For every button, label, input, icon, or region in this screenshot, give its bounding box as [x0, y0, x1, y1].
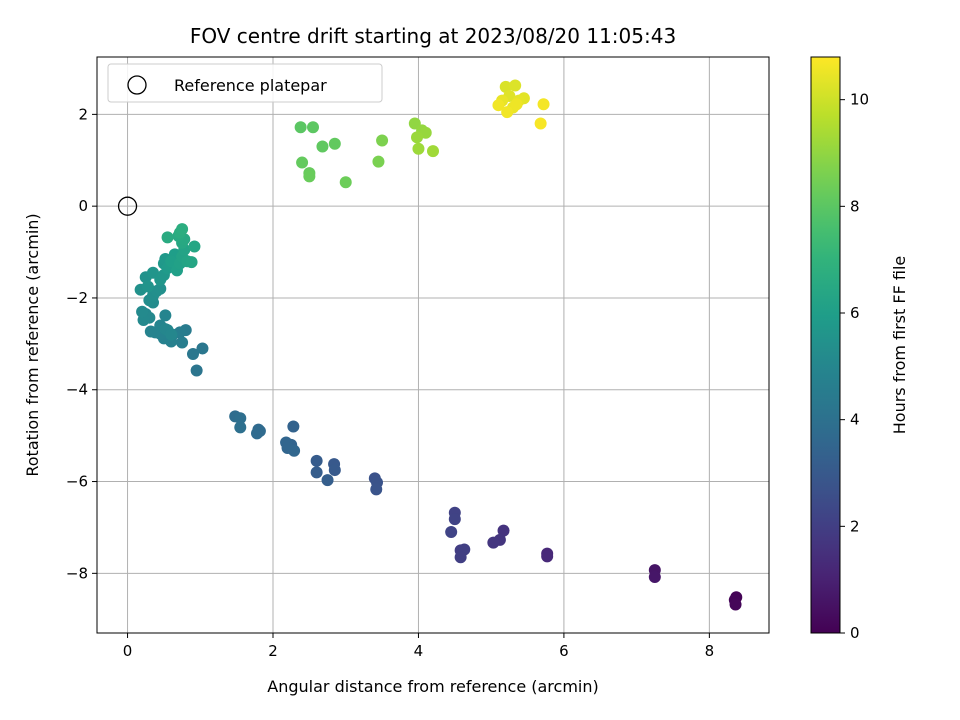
data-point [339, 176, 352, 189]
data-point [287, 420, 300, 433]
data-point [307, 121, 319, 134]
y-tick-label: 2 [78, 105, 88, 123]
data-point [328, 464, 341, 477]
legend: Reference platepar [107, 63, 383, 103]
data-point [253, 425, 266, 438]
data-point [487, 536, 500, 549]
data-point [176, 223, 189, 236]
data-point [534, 117, 547, 130]
y-tick-label: −8 [66, 564, 88, 582]
y-axis-label: Rotation from reference (arcmin) [23, 213, 42, 476]
data-point [159, 309, 172, 322]
data-point [303, 170, 316, 183]
data-point [310, 466, 323, 479]
x-tick-label: 6 [559, 642, 569, 660]
data-point [234, 412, 247, 425]
legend-marker [127, 75, 147, 95]
y-tick-label: −4 [66, 381, 88, 399]
colorbar-tick-label: 10 [850, 91, 869, 109]
data-point [161, 231, 174, 244]
data-point [310, 454, 323, 467]
data-point [492, 99, 505, 112]
legend-label: Reference platepar [174, 76, 327, 95]
colorbar-tick-label: 0 [850, 624, 860, 642]
data-point [328, 137, 341, 150]
x-axis-label: Angular distance from reference (arcmin) [267, 677, 598, 696]
colorbar [810, 56, 841, 634]
data-point [185, 256, 198, 269]
data-point [141, 280, 154, 293]
data-point [445, 526, 458, 539]
data-point [454, 551, 467, 564]
colorbar-tick-label: 8 [850, 197, 860, 215]
data-point [165, 328, 178, 341]
plot-area: 0 2 4 6 8 −8 −6 −4 −2 0 2 0 2 4 6 8 10 [66, 56, 869, 660]
data-point [144, 325, 157, 338]
data-point [427, 145, 439, 158]
data-point [196, 342, 209, 355]
colorbar-tick-label: 4 [850, 411, 860, 429]
chart-title: FOV centre drift starting at 2023/08/20 … [190, 24, 676, 48]
x-tick-label: 8 [705, 642, 715, 660]
data-point [648, 571, 661, 584]
data-point [537, 98, 550, 111]
x-tick-label: 0 [123, 642, 133, 660]
data-point [190, 364, 203, 377]
data-point [176, 336, 189, 349]
y-tick-label: 0 [78, 197, 88, 215]
data-point [188, 240, 201, 253]
data-point [187, 347, 199, 360]
data-point [541, 550, 554, 563]
data-point [316, 140, 329, 153]
data-point [497, 524, 510, 537]
data-point [509, 79, 522, 92]
data-point [448, 513, 461, 526]
data-point [499, 80, 512, 93]
data-point [288, 444, 301, 457]
data-point [136, 305, 149, 318]
data-point [510, 98, 523, 111]
y-tick-label: −2 [66, 289, 88, 307]
axes-frame [96, 56, 770, 634]
colorbar-tick-label: 6 [850, 304, 860, 322]
data-point [729, 598, 742, 611]
data-point [321, 474, 334, 487]
data-point [376, 134, 389, 147]
data-point [234, 421, 247, 434]
x-tick-label: 4 [414, 642, 424, 660]
data-point [296, 156, 309, 169]
data-point [294, 121, 307, 134]
x-tick-label: 2 [268, 642, 278, 660]
data-point [501, 106, 514, 119]
reference-platepar-marker [117, 196, 138, 216]
data-point [370, 483, 383, 496]
colorbar-label: Hours from first FF file [890, 256, 909, 435]
data-point [154, 282, 167, 295]
data-point [411, 131, 423, 144]
y-tick-label: −6 [66, 473, 88, 491]
legend-box [107, 63, 383, 103]
data-point [412, 142, 425, 155]
data-point [372, 155, 385, 168]
colorbar-tick-label: 2 [850, 517, 860, 535]
